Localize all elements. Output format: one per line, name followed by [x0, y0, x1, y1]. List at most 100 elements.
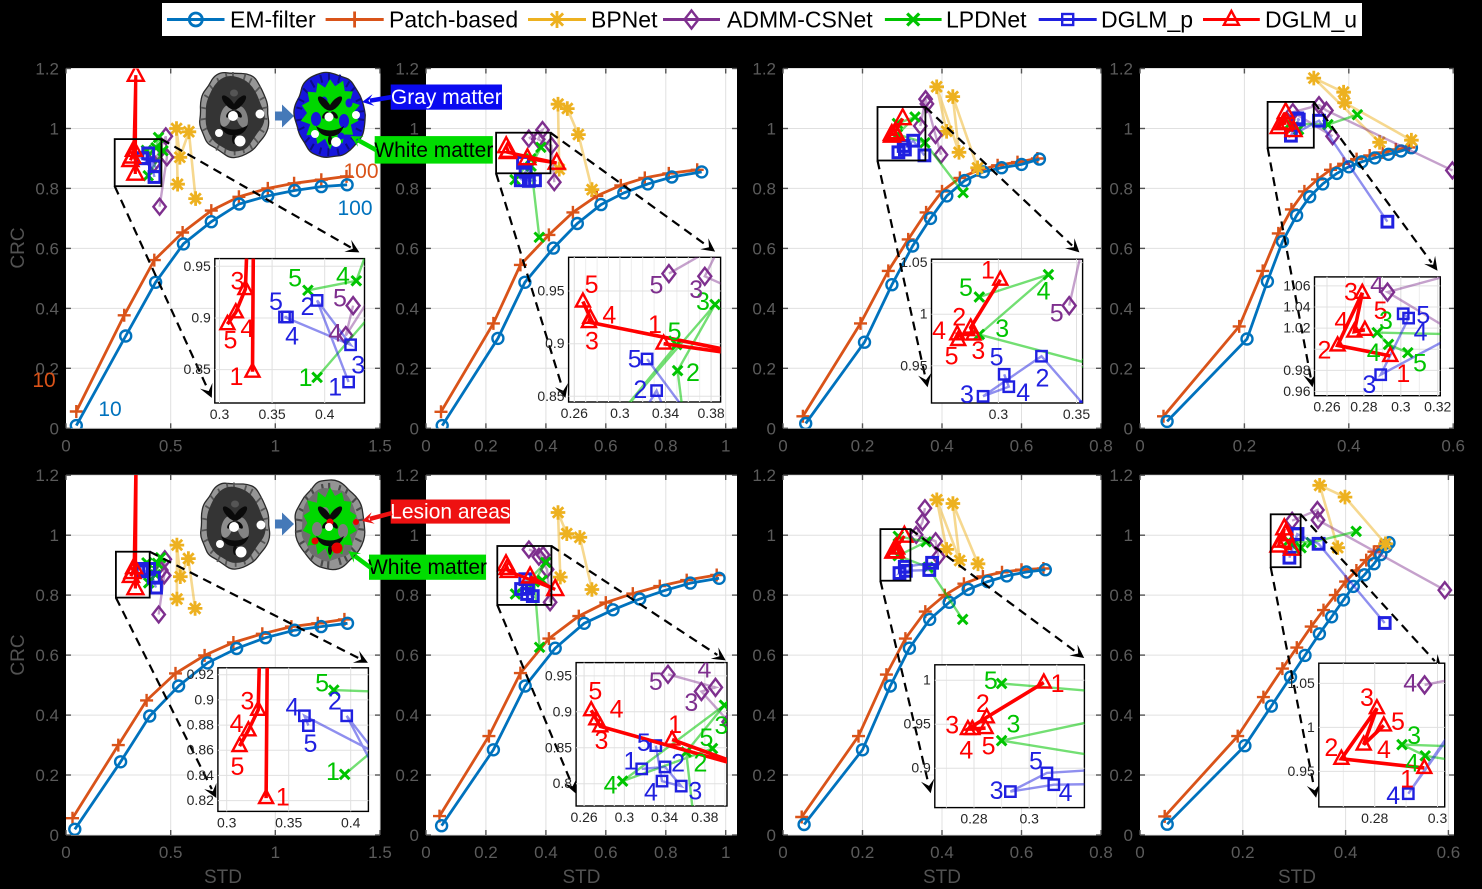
svg-text:0.3: 0.3: [210, 406, 230, 422]
svg-text:1: 1: [410, 526, 419, 545]
svg-text:0.2: 0.2: [474, 436, 498, 455]
svg-text:1.06: 1.06: [1283, 277, 1310, 293]
svg-text:0: 0: [50, 419, 59, 438]
svg-text:0.2: 0.2: [752, 766, 776, 785]
svg-text:4: 4: [610, 696, 624, 724]
svg-text:0.4: 0.4: [534, 436, 558, 455]
svg-text:0.8: 0.8: [35, 586, 59, 605]
svg-text:0: 0: [421, 843, 430, 862]
svg-text:0.82: 0.82: [187, 792, 214, 808]
svg-text:0.4: 0.4: [1109, 706, 1133, 725]
svg-text:4: 4: [1370, 271, 1384, 299]
svg-text:0.4: 0.4: [1109, 299, 1133, 318]
svg-text:0.38: 0.38: [697, 405, 724, 421]
svg-text:0.4: 0.4: [1337, 436, 1361, 455]
svg-text:0.4: 0.4: [315, 406, 335, 422]
svg-text:0.9: 0.9: [545, 335, 565, 351]
svg-text:0.9: 0.9: [194, 691, 214, 707]
svg-text:3: 3: [960, 381, 974, 409]
svg-text:4: 4: [1386, 782, 1400, 810]
svg-text:0.34: 0.34: [651, 809, 678, 825]
svg-text:0.4: 0.4: [930, 843, 954, 862]
svg-text:0.85: 0.85: [184, 361, 211, 377]
svg-text:5: 5: [333, 284, 347, 312]
svg-text:3: 3: [971, 337, 985, 365]
svg-text:Gray matter: Gray matter: [391, 86, 502, 109]
svg-text:0.95: 0.95: [900, 357, 927, 373]
svg-text:4: 4: [1367, 339, 1381, 367]
svg-text:0.5: 0.5: [159, 436, 183, 455]
svg-text:0.6: 0.6: [752, 646, 776, 665]
svg-text:0.8: 0.8: [1109, 586, 1133, 605]
svg-text:0.2: 0.2: [1109, 766, 1133, 785]
svg-text:3: 3: [585, 328, 599, 356]
svg-text:3: 3: [1344, 278, 1358, 306]
svg-text:0.8: 0.8: [1089, 436, 1113, 455]
svg-text:1: 1: [1400, 766, 1414, 794]
svg-text:0.6: 0.6: [1010, 843, 1034, 862]
svg-text:0.95: 0.95: [545, 667, 572, 683]
svg-text:5: 5: [1413, 350, 1427, 378]
svg-text:3: 3: [945, 712, 959, 740]
svg-text:1: 1: [668, 711, 682, 739]
svg-text:0: 0: [778, 843, 787, 862]
svg-text:1: 1: [1396, 360, 1410, 388]
svg-text:3: 3: [1006, 710, 1020, 738]
svg-text:0.2: 0.2: [752, 359, 776, 378]
svg-text:STD: STD: [923, 867, 961, 888]
svg-text:5: 5: [959, 274, 973, 302]
svg-text:0.4: 0.4: [752, 706, 776, 725]
svg-text:0.84: 0.84: [187, 767, 214, 783]
svg-text:0.26: 0.26: [561, 405, 588, 421]
svg-text:2: 2: [693, 749, 707, 777]
svg-text:4: 4: [336, 263, 350, 291]
svg-text:0.32: 0.32: [1424, 399, 1451, 415]
svg-text:5: 5: [231, 753, 245, 781]
svg-text:2: 2: [1036, 365, 1050, 393]
svg-text:2: 2: [1318, 336, 1332, 364]
svg-text:0: 0: [421, 436, 430, 455]
svg-text:4: 4: [285, 323, 299, 351]
svg-text:0: 0: [61, 843, 70, 862]
svg-text:3: 3: [1407, 722, 1421, 750]
svg-text:3: 3: [689, 276, 703, 304]
svg-text:0.3: 0.3: [1391, 399, 1411, 415]
svg-text:0.95: 0.95: [537, 283, 564, 299]
svg-text:1.2: 1.2: [395, 466, 419, 485]
svg-text:1: 1: [920, 306, 928, 322]
svg-text:5: 5: [649, 668, 663, 696]
svg-text:4: 4: [1334, 308, 1348, 336]
svg-text:5: 5: [699, 724, 713, 752]
svg-text:5: 5: [585, 271, 599, 299]
svg-text:5: 5: [1374, 297, 1388, 325]
svg-text:0.35: 0.35: [1063, 406, 1090, 422]
svg-text:4: 4: [230, 710, 244, 738]
svg-text:1: 1: [767, 120, 776, 139]
svg-text:0.8: 0.8: [654, 436, 678, 455]
svg-text:1.2: 1.2: [395, 60, 419, 79]
svg-text:0.2: 0.2: [35, 359, 59, 378]
svg-text:0.28: 0.28: [1350, 399, 1377, 415]
svg-text:0.8: 0.8: [654, 843, 678, 862]
svg-text:1: 1: [923, 672, 931, 688]
svg-text:1.05: 1.05: [1288, 675, 1315, 691]
svg-text:1: 1: [1307, 719, 1315, 735]
svg-text:4: 4: [1403, 669, 1417, 697]
svg-text:0.4: 0.4: [341, 814, 361, 830]
svg-text:1: 1: [271, 843, 280, 862]
svg-text:3: 3: [594, 727, 608, 755]
svg-text:0: 0: [410, 826, 419, 845]
svg-text:0: 0: [50, 826, 59, 845]
svg-text:EM-filter: EM-filter: [230, 7, 316, 33]
svg-text:5: 5: [1391, 708, 1405, 736]
svg-text:4: 4: [1037, 278, 1051, 306]
svg-text:1: 1: [721, 436, 730, 455]
svg-text:0.4: 0.4: [395, 299, 419, 318]
svg-text:1.5: 1.5: [368, 436, 392, 455]
svg-text:2: 2: [1324, 734, 1338, 762]
svg-text:1.2: 1.2: [752, 466, 776, 485]
svg-text:1: 1: [1051, 670, 1065, 698]
svg-text:0.38: 0.38: [691, 809, 718, 825]
svg-text:1: 1: [410, 120, 419, 139]
svg-text:10: 10: [32, 369, 55, 392]
